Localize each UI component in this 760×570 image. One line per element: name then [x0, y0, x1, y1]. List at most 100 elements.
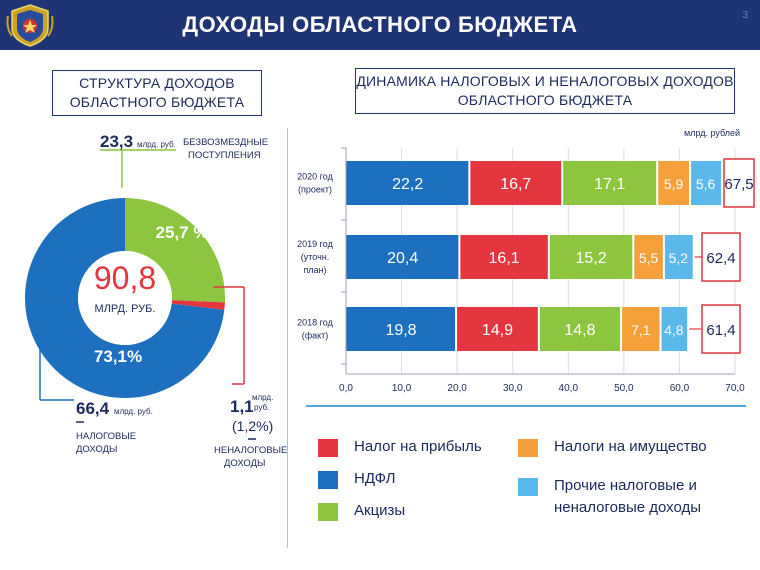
header-bar: ДОХОДЫ ОБЛАСТНОГО БЮДЖЕТА 3 — [0, 0, 760, 50]
bar-segment — [459, 235, 549, 279]
bar-segment — [346, 307, 457, 351]
total-box — [701, 304, 741, 354]
bar-segment — [346, 161, 470, 205]
panel-divider — [287, 128, 288, 548]
legend-label-ndfl: НДФЛ — [354, 470, 396, 487]
bar-segment — [346, 235, 460, 279]
donut-label-tax: 73,1% — [94, 347, 142, 366]
callout-nontax-label-line1: НЕНАЛОГОВЫЕ — [214, 445, 287, 456]
bar-value-label: 16,7 — [500, 176, 531, 193]
callout-nontax: 1,1 млрд. руб. (1,2%) НЕНАЛОГОВЫЕ ДОХОДЫ — [213, 286, 287, 469]
left-panel-title: СТРУКТУРА ДОХОДОВ ОБЛАСТНОГО БЮДЖЕТА — [52, 70, 262, 116]
chart-unit-label: млрд. рублей — [684, 128, 740, 138]
bar-segment — [538, 307, 622, 351]
bar-chart: 2020 год (проект) 22,2 16,7 17,1 5,9 5,6 67,5 20… — [297, 158, 755, 354]
callout-grants-value: 23,3 — [100, 132, 133, 151]
donut-center-value: 90,8 — [94, 260, 156, 296]
category-label: 2020 год — [297, 172, 333, 182]
bar-value-label: 7,1 — [631, 322, 651, 338]
legend-item-profit-tax: Налог на прибыль — [318, 437, 508, 459]
legend-divider — [306, 405, 746, 407]
x-tick-label: 10,0 — [392, 383, 412, 394]
right-panel-title-line2: ОБЛАСТНОГО БЮДЖЕТА — [457, 92, 633, 108]
callout-nontax-label-line2: ДОХОДЫ — [224, 458, 265, 469]
callout-nontax-pct: (1,2%) — [232, 418, 273, 434]
category-label: (проект) — [298, 185, 332, 195]
legend-swatch-ndfl — [318, 471, 338, 489]
legend-label-property-tax: Налоги на имущество — [554, 438, 707, 455]
category-label: 2019 год — [297, 239, 333, 249]
callout-tax-value: 66,4 — [76, 399, 110, 418]
bar-segment — [663, 235, 693, 279]
donut-label-grants: 25,7 % — [156, 223, 209, 242]
x-tick-label: 20,0 — [447, 383, 467, 394]
bar-value-label: 19,8 — [385, 322, 416, 339]
coat-of-arms-icon — [6, 4, 54, 47]
bar-value-label: 17,1 — [594, 176, 625, 193]
bar-value-label: 4,8 — [664, 322, 684, 338]
right-panel-title-line1: ДИНАМИКА НАЛОГОВЫХ И НЕНАЛОГОВЫХ ДОХОДОВ — [356, 73, 734, 89]
legend-swatch-profit-tax — [318, 439, 338, 457]
bar-segment — [660, 307, 688, 351]
legend-item-property-tax: Налоги на имущество — [518, 437, 738, 459]
page-number: 3 — [742, 10, 748, 21]
total-value-label: 67,5 — [724, 176, 753, 193]
callout-nontax-unit-line2: руб. — [254, 403, 269, 412]
bar-value-label: 5,9 — [664, 176, 684, 192]
callout-tax: 66,4 млрд. руб. НАЛОГОВЫЕ ДОХОДЫ — [39, 345, 153, 455]
x-tick-label: 50,0 — [614, 383, 634, 394]
total-value-label: 61,4 — [706, 322, 735, 339]
callout-grants-unit: млрд. руб. — [137, 140, 176, 149]
bar-value-label: 5,2 — [669, 250, 689, 266]
legend-label-other-line2: неналоговые доходы — [554, 499, 702, 516]
category-label: 2018 год — [297, 318, 333, 328]
callout-grants-label-line1: БЕЗВОЗМЕЗДНЫЕ — [183, 137, 268, 148]
total-box — [723, 158, 755, 208]
donut-center-unit: МЛРД. РУБ. — [95, 303, 156, 315]
legend-swatch-property-tax — [518, 439, 538, 457]
callout-nontax-value: 1,1 — [230, 397, 254, 416]
left-panel-title-line1: СТРУКТУРА ДОХОДОВ — [79, 75, 235, 91]
bar-segment — [456, 307, 539, 351]
bar-segment — [657, 161, 690, 205]
total-value-label: 62,4 — [706, 250, 735, 267]
callout-grants: 23,3 млрд. руб. БЕЗВОЗМЕЗДНЫЕ ПОСТУПЛЕНИ… — [100, 132, 268, 188]
bar-segment — [469, 161, 563, 205]
legend-item-other: Прочие налоговые и неналоговые доходы — [518, 476, 738, 520]
donut-segment-grants — [125, 198, 225, 303]
bar-value-label: 20,4 — [387, 250, 418, 267]
bar-value-label: 5,5 — [639, 250, 659, 266]
legend-label-other-line1: Прочие налоговые и — [554, 477, 697, 494]
callout-nontax-unit-line1: млрд. — [252, 393, 273, 402]
donut-segment-tax — [25, 198, 225, 398]
donut-segment-nontax — [171, 300, 225, 310]
legend-item-excise: Акцизы — [318, 501, 508, 523]
callout-tax-unit: млрд. руб. — [114, 407, 153, 416]
bar-segment — [621, 307, 661, 351]
legend-label-profit-tax: Налог на прибыль — [354, 438, 482, 455]
bar-value-label: 14,8 — [564, 322, 595, 339]
legend-swatch-other — [518, 478, 538, 496]
callout-tax-label-line1: НАЛОГОВЫЕ — [76, 431, 136, 442]
left-panel-title-line2: ОБЛАСТНОГО БЮДЖЕТА — [69, 94, 245, 110]
bar-value-label: 22,2 — [392, 176, 423, 193]
x-tick-label: 60,0 — [670, 383, 690, 394]
bar-segment — [548, 235, 634, 279]
legend-swatch-excise — [318, 503, 338, 521]
x-tick-label: 30,0 — [503, 383, 523, 394]
bar-segment — [562, 161, 658, 205]
legend-item-ndfl: НДФЛ — [318, 469, 508, 491]
category-label: (уточн. — [301, 252, 330, 262]
bar-value-label: 16,1 — [489, 250, 520, 267]
bar-segment — [689, 161, 722, 205]
page-title: ДОХОДЫ ОБЛАСТНОГО БЮДЖЕТА — [182, 12, 578, 37]
donut-chart — [25, 198, 225, 398]
x-tick-label: 0,0 — [339, 383, 353, 394]
x-tick-label: 70,0 — [725, 383, 745, 394]
donut-hole — [78, 251, 172, 345]
bar-value-label: 14,9 — [482, 322, 513, 339]
legend-label-excise: Акцизы — [354, 502, 406, 519]
bar-chart-x-axis: 0,0 10,0 20,0 30,0 40,0 50,0 60,0 70,0 — [339, 147, 745, 394]
total-box — [701, 232, 741, 282]
